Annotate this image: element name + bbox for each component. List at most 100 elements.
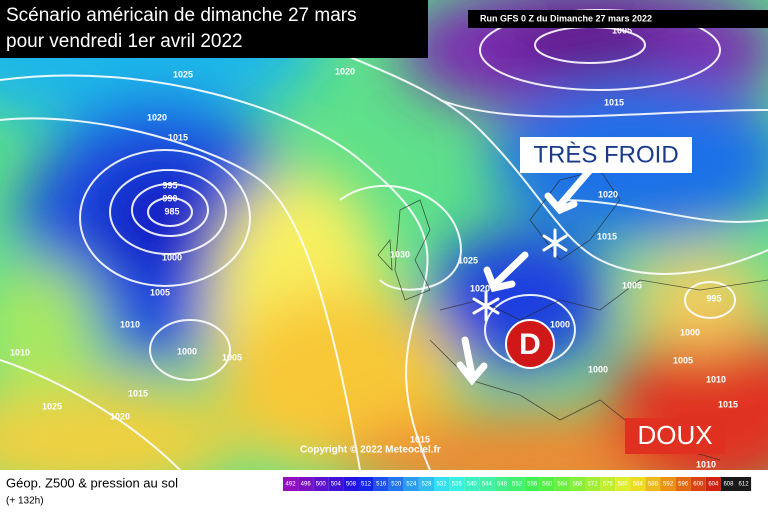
scale-label: 600	[693, 482, 704, 488]
scale-label: 528	[421, 482, 432, 488]
scale-label: 536	[452, 482, 463, 488]
isobar-label: 1020	[470, 283, 490, 293]
scale-swatch	[403, 477, 419, 491]
depression-marker	[505, 319, 555, 369]
scale-label: 576	[603, 482, 614, 488]
depression-label: D	[519, 328, 541, 361]
isobar-label: 1020	[147, 112, 167, 122]
isobar-label: 1000	[550, 319, 570, 329]
scale-label: 540	[467, 482, 478, 488]
scale-label: 548	[497, 482, 508, 488]
isobar-label: 1025	[458, 255, 478, 265]
scale-label: 512	[361, 482, 372, 488]
scale-swatch	[630, 477, 646, 491]
isobar-label: 990	[162, 193, 177, 203]
scale-label: 592	[663, 482, 674, 488]
scale-swatch	[736, 477, 752, 491]
scale-label: 504	[331, 482, 342, 488]
isobars	[0, 0, 768, 470]
isobar-label: 1030	[390, 249, 410, 259]
mild-box	[625, 418, 725, 454]
isobar-label: 1000	[177, 346, 197, 356]
scale-swatch	[388, 477, 404, 491]
scale-label: 580	[618, 482, 629, 488]
isobar-label: 1010	[120, 319, 140, 329]
scale-swatch	[328, 477, 344, 491]
scale-label: 596	[678, 482, 689, 488]
scale-swatch	[675, 477, 691, 491]
isobar-labels: 1025 102010201015995990985100010051010100…	[10, 25, 738, 469]
isobar-label: 1005	[222, 352, 242, 362]
scale-swatch	[373, 477, 389, 491]
isobar-label: 1000	[588, 364, 608, 374]
scale-swatch	[449, 477, 465, 491]
scale-swatch	[358, 477, 374, 491]
lead-time: (+ 132h)	[6, 496, 44, 507]
scale-swatch	[494, 477, 510, 491]
scale-swatch	[524, 477, 540, 491]
scale-label: 572	[588, 482, 599, 488]
scale-swatch	[479, 477, 495, 491]
scale-label: 584	[633, 482, 644, 488]
subtitle: pour vendredi 1er avril 2022	[6, 31, 243, 52]
scale-label: 492	[286, 482, 297, 488]
scale-label: 524	[406, 482, 417, 488]
scale-swatch	[343, 477, 359, 491]
scale-swatch	[313, 477, 329, 491]
scale-label: 564	[557, 482, 568, 488]
title: Scénario américain de dimanche 27 mars	[6, 5, 357, 26]
isobar-label: 1010	[696, 459, 716, 469]
title-box	[0, 0, 428, 58]
isobar-label: 1015	[410, 434, 430, 444]
copyright: Copyright © 2022 Meteociel.fr	[300, 445, 441, 456]
scale-label: 500	[316, 482, 327, 488]
isobar-label: 1010	[706, 374, 726, 384]
isobar-label: 1005	[622, 280, 642, 290]
isobar-label: 995	[162, 180, 177, 190]
isobar-label: 1010	[10, 347, 30, 357]
color-scale: 492 496 500 504 508 512 516 520 524 528 532 536 540 5…	[283, 477, 752, 491]
legend-title: Géop. Z500 & pression au sol	[6, 475, 178, 490]
scale-swatch	[539, 477, 555, 491]
scale-swatch	[298, 477, 314, 491]
scale-label: 544	[482, 482, 493, 488]
scale-label: 532	[437, 482, 448, 488]
run-box	[468, 10, 768, 28]
scale-label: 552	[512, 482, 523, 488]
isobar-label: 1020	[335, 66, 355, 76]
cold-label: TRÈS FROID	[533, 141, 678, 168]
scale-swatch	[705, 477, 721, 491]
run-info: Run GFS 0 Z du Dimanche 27 mars 2022	[480, 13, 652, 23]
isobar-label: 1020	[110, 411, 130, 421]
scale-swatch	[660, 477, 676, 491]
scale-swatch	[690, 477, 706, 491]
scale-swatch	[720, 477, 736, 491]
scale-swatch	[645, 477, 661, 491]
isobar-label: 985	[164, 206, 179, 216]
scale-swatch	[569, 477, 585, 491]
isobar-label: 995	[706, 293, 721, 303]
isobar-label: 1025	[173, 69, 193, 79]
isobar-label: 1015	[168, 132, 188, 142]
isobar-label: 1025	[42, 401, 62, 411]
scale-swatch	[615, 477, 631, 491]
scale-label: 604	[708, 482, 719, 488]
scale-swatch	[600, 477, 616, 491]
scale-label: 588	[648, 482, 659, 488]
isobar-label: 1005	[673, 355, 693, 365]
scale-label: 508	[346, 482, 357, 488]
scale-swatch	[418, 477, 434, 491]
scale-label: 496	[301, 482, 312, 488]
scale-swatch	[554, 477, 570, 491]
isobar-label: 1000	[680, 327, 700, 337]
isobar-label: 1015	[597, 231, 617, 241]
isobar-label: 1015	[718, 399, 738, 409]
scale-swatch	[509, 477, 525, 491]
scale-label: 520	[391, 482, 402, 488]
snowflakes	[472, 228, 568, 322]
scale-label: 568	[572, 482, 583, 488]
scale-label: 516	[376, 482, 387, 488]
isobar-label: 1005	[612, 25, 632, 35]
